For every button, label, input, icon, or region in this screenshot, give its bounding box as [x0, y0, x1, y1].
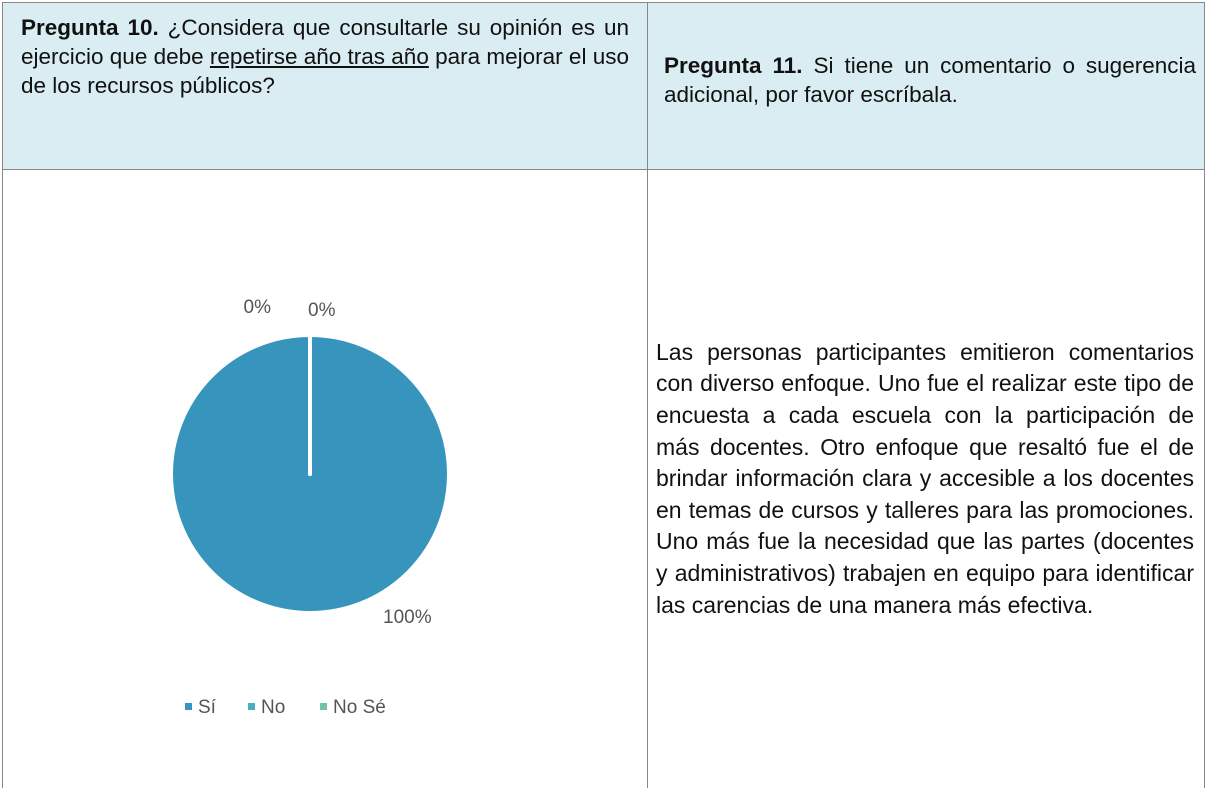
body-row: 100% 0% 0% Sí No No Sé Las personas participa…	[3, 170, 1205, 788]
header-cell: Pregunta 10. ¿Considera que consultarle …	[3, 3, 648, 170]
legend-label: Sí	[198, 697, 217, 718]
header-cell: Pregunta 11. Si tiene un comentario o su…	[648, 3, 1205, 170]
legend-marker	[185, 703, 192, 710]
legend-label: No Sé	[333, 697, 386, 718]
chart-cell: 100% 0% 0% Sí No No Sé	[3, 170, 648, 788]
legend-marker	[320, 703, 327, 710]
data-label: 0%	[308, 300, 336, 321]
legend-label: No	[261, 697, 285, 718]
comment-text: Las personas participantes emitieron com…	[656, 339, 1194, 618]
comment-cell: Las personas participantes emitieron com…	[648, 170, 1205, 788]
legend-marker	[248, 703, 255, 710]
question-label: Pregunta 10.	[21, 15, 159, 40]
header-row: Pregunta 10. ¿Considera que consultarle …	[3, 3, 1205, 170]
question-label: Pregunta 11.	[664, 53, 803, 78]
pie-chart: 100% 0% 0% Sí No No Sé	[3, 171, 609, 787]
question-emphasis: repetirse año tras año	[210, 44, 429, 69]
data-label: 100%	[383, 607, 432, 628]
data-label: 0%	[244, 297, 272, 318]
